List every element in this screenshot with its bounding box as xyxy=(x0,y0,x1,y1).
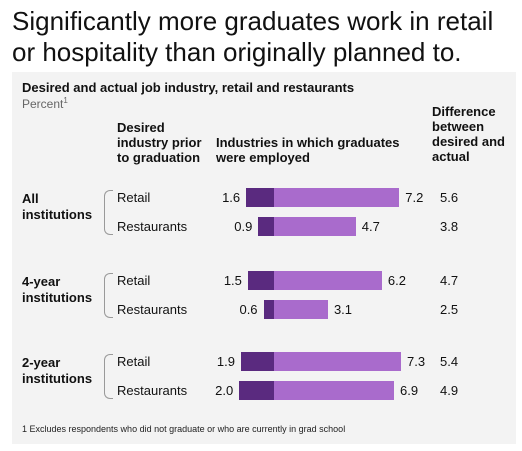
actual-value-label: 7.2 xyxy=(405,190,424,205)
column-header-actual: Industries in which graduates were emplo… xyxy=(216,135,400,165)
difference-value: 2.5 xyxy=(440,302,459,317)
bar-actual xyxy=(274,271,382,290)
difference-value: 4.9 xyxy=(440,383,459,398)
bar-desired xyxy=(247,271,274,290)
row-label: Retail xyxy=(117,273,151,288)
group-bracket xyxy=(104,273,113,318)
bar-desired xyxy=(263,300,274,319)
chart-subtitle: Percent1 xyxy=(22,96,68,111)
desired-value-label: 0.6 xyxy=(239,302,258,317)
bar-desired xyxy=(258,217,274,236)
difference-value: 5.4 xyxy=(440,354,459,369)
row-label: Restaurants xyxy=(117,383,188,398)
desired-value-label: 0.9 xyxy=(234,219,253,234)
bar-actual xyxy=(274,217,356,236)
actual-value-label: 3.1 xyxy=(333,302,353,317)
bar-actual xyxy=(274,188,400,207)
group-label: All institutions xyxy=(22,191,93,222)
group-bracket xyxy=(104,354,113,399)
bar-desired xyxy=(246,188,274,207)
desired-value-label: 2.0 xyxy=(215,383,234,398)
actual-value-label: 6.9 xyxy=(400,383,419,398)
chart-subtitle-text: Percent xyxy=(22,97,64,111)
chart-panel: Desired and actual job industry, retail … xyxy=(12,72,516,444)
difference-value: 5.6 xyxy=(440,190,459,205)
group-label: 4-year institutions xyxy=(22,274,93,305)
headline: Significantly more graduates work in ret… xyxy=(12,6,494,67)
difference-value: 3.8 xyxy=(440,219,459,234)
column-header-desired: Desired industry prior to graduation xyxy=(117,120,202,165)
chart-title: Desired and actual job industry, retail … xyxy=(22,80,355,95)
difference-value: 4.7 xyxy=(440,273,459,288)
bar-desired xyxy=(240,352,274,371)
row-label: Restaurants xyxy=(117,219,188,234)
actual-value-label: 4.7 xyxy=(361,219,380,234)
footnote-marker: 1 xyxy=(63,96,68,105)
group-label: 2-year institutions xyxy=(22,355,93,386)
desired-value-label: 1.6 xyxy=(222,190,241,205)
row-label: Retail xyxy=(117,354,151,369)
footnote: 1 Excludes respondents who did not gradu… xyxy=(22,424,346,434)
group-bracket xyxy=(104,190,113,235)
actual-value-label: 6.2 xyxy=(387,273,406,288)
column-header-difference: Difference between desired and actual xyxy=(432,104,505,164)
desired-value-label: 1.9 xyxy=(216,354,235,369)
bar-desired xyxy=(239,381,274,400)
bar-actual xyxy=(274,352,402,371)
actual-value-label: 7.3 xyxy=(407,354,426,369)
bar-actual xyxy=(274,381,395,400)
row-label: Retail xyxy=(117,190,151,205)
bar-actual xyxy=(274,300,328,319)
desired-value-label: 1.5 xyxy=(223,273,242,288)
row-label: Restaurants xyxy=(117,302,188,317)
